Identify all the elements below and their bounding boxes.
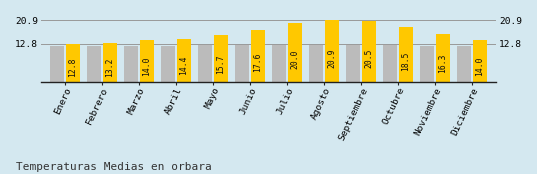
Bar: [473, 40, 487, 81]
Bar: [50, 46, 64, 81]
Bar: [272, 45, 286, 81]
Bar: [87, 46, 101, 81]
Text: Temperaturas Medias en orbara: Temperaturas Medias en orbara: [16, 162, 212, 172]
Bar: [161, 46, 175, 81]
Text: 14.0: 14.0: [142, 56, 151, 76]
Bar: [288, 23, 302, 81]
Bar: [325, 20, 339, 81]
Bar: [177, 39, 191, 81]
Text: 16.3: 16.3: [438, 54, 447, 73]
Text: 18.5: 18.5: [401, 51, 410, 71]
Text: 20.9: 20.9: [328, 48, 336, 68]
Text: 17.6: 17.6: [253, 52, 262, 72]
Bar: [346, 45, 360, 81]
Bar: [103, 43, 117, 81]
Bar: [436, 34, 450, 81]
Bar: [420, 46, 434, 81]
Bar: [458, 46, 471, 81]
Bar: [399, 27, 413, 81]
Bar: [362, 21, 376, 81]
Text: 13.2: 13.2: [105, 57, 114, 77]
Text: 20.0: 20.0: [291, 49, 299, 69]
Text: 14.4: 14.4: [179, 56, 188, 75]
Text: 14.0: 14.0: [475, 56, 484, 76]
Bar: [124, 46, 138, 81]
Text: 12.8: 12.8: [68, 57, 77, 77]
Bar: [198, 45, 212, 81]
Bar: [251, 30, 265, 81]
Bar: [66, 44, 79, 81]
Text: 20.5: 20.5: [364, 49, 373, 68]
Bar: [309, 45, 323, 81]
Bar: [214, 35, 228, 81]
Bar: [383, 45, 397, 81]
Bar: [140, 40, 154, 81]
Text: 15.7: 15.7: [216, 54, 225, 74]
Bar: [235, 45, 249, 81]
